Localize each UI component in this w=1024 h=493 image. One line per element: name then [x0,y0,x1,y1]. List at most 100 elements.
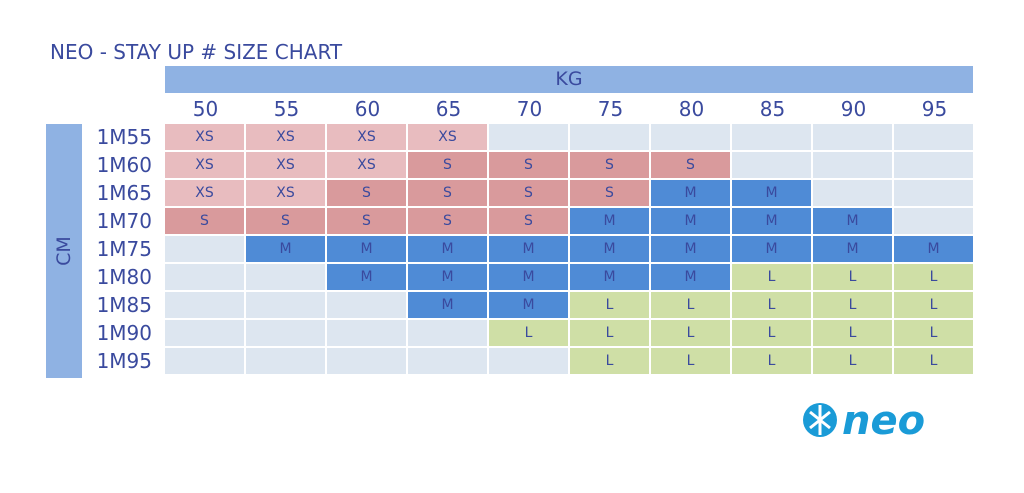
size-cell: S [165,208,244,234]
size-cell: L [813,264,892,290]
size-cell: M [651,180,730,206]
size-cell [489,124,568,150]
neo-logo-text: neo [842,400,925,440]
size-cell: L [813,320,892,346]
column-header-70: 70 [516,97,543,121]
size-cell [651,124,730,150]
size-cell [327,348,406,374]
size-cell [327,320,406,346]
size-cell [894,208,973,234]
size-cell: XS [246,152,325,178]
row-header-1m80: 1M80 [96,265,152,289]
size-cell [246,292,325,318]
size-cell: XS [327,124,406,150]
size-cell: S [408,152,487,178]
size-cell [408,348,487,374]
cm-axis-header: CM [46,124,82,378]
size-cell: M [327,236,406,262]
size-cell: L [894,320,973,346]
size-cell [732,152,811,178]
size-cell: S [408,208,487,234]
size-cell: M [651,208,730,234]
size-cell: M [246,236,325,262]
size-cell [570,124,649,150]
row-header-1m55: 1M55 [96,125,152,149]
size-cell: L [894,264,973,290]
size-cell: M [651,236,730,262]
size-cell: L [732,348,811,374]
size-cell: L [813,292,892,318]
column-header-85: 85 [759,97,786,121]
size-cell: M [732,236,811,262]
row-header-1m90: 1M90 [96,321,152,345]
size-cell [165,264,244,290]
size-cell: M [489,292,568,318]
size-cell: M [570,208,649,234]
row-header-1m75: 1M75 [96,237,152,261]
size-cell: L [651,320,730,346]
row-header-1m65: 1M65 [96,181,152,205]
size-cell: M [651,264,730,290]
column-header-50: 50 [192,97,219,121]
size-cell: L [570,292,649,318]
size-cell: S [246,208,325,234]
size-cell: M [813,236,892,262]
column-header-65: 65 [435,97,462,121]
size-cell: S [327,180,406,206]
column-header-60: 60 [354,97,381,121]
size-cell: M [570,264,649,290]
row-header-1m85: 1M85 [96,293,152,317]
size-cell: L [894,292,973,318]
size-cell: L [570,348,649,374]
size-cell: M [813,208,892,234]
size-cell [408,320,487,346]
column-header-95: 95 [921,97,948,121]
size-cell [732,124,811,150]
column-header-75: 75 [597,97,624,121]
size-cell: S [651,152,730,178]
size-cell: L [489,320,568,346]
neo-logo: neo [803,400,925,440]
size-cell: L [813,348,892,374]
size-cell [813,180,892,206]
column-header-55: 55 [273,97,300,121]
size-cell: S [327,208,406,234]
size-cell: L [570,320,649,346]
size-cell: XS [165,124,244,150]
size-cell: M [408,292,487,318]
size-cell [894,152,973,178]
size-cell [327,292,406,318]
size-cell: L [732,320,811,346]
size-cell [813,152,892,178]
size-cell: S [489,152,568,178]
cm-axis-label: CM [53,236,75,266]
size-cell: M [489,236,568,262]
column-header-90: 90 [840,97,867,121]
size-cell: M [489,264,568,290]
size-cell [246,264,325,290]
size-cell [246,348,325,374]
size-cell: M [732,208,811,234]
size-cell: L [651,348,730,374]
size-cell: XS [408,124,487,150]
size-cell [165,348,244,374]
size-cell: M [408,236,487,262]
size-cell: S [489,180,568,206]
size-cell: XS [246,180,325,206]
size-cell: S [570,152,649,178]
size-cell [894,124,973,150]
size-cell: M [732,180,811,206]
size-cell [813,124,892,150]
size-cell: XS [246,124,325,150]
row-header-1m70: 1M70 [96,209,152,233]
size-cell: XS [165,152,244,178]
size-cell: S [408,180,487,206]
chart-title: NEO - STAY UP # SIZE CHART [50,40,343,64]
size-cell: S [570,180,649,206]
neo-logo-mark [803,403,837,437]
size-cell [165,320,244,346]
size-cell: L [651,292,730,318]
size-cell: M [408,264,487,290]
size-cell: M [570,236,649,262]
size-cell: XS [165,180,244,206]
